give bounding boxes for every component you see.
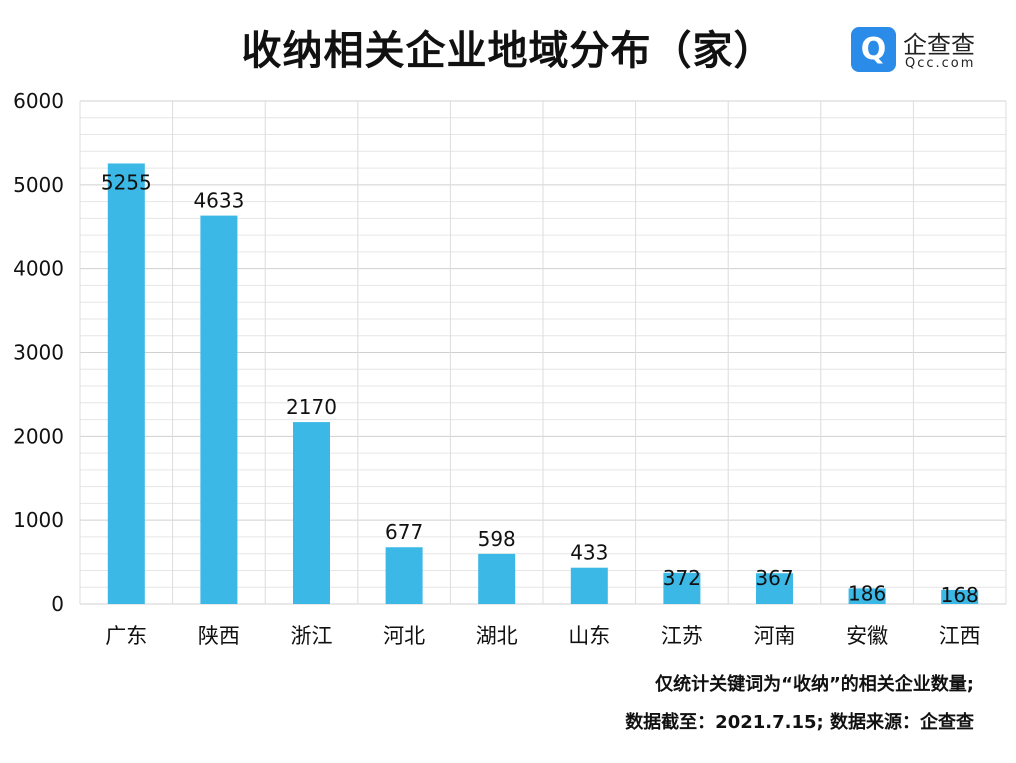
data-label: 186	[848, 581, 886, 605]
bar-江西	[941, 589, 979, 604]
y-tick-label: 3000	[13, 341, 64, 365]
x-tick-label: 江西	[939, 624, 981, 648]
x-tick-label: 湖北	[476, 624, 518, 648]
logo-en: Qcc.com	[905, 56, 976, 71]
bar-陕西	[200, 215, 238, 605]
x-tick-label: 江苏	[661, 624, 703, 648]
x-tick-label: 山东	[568, 624, 610, 648]
data-label: 433	[570, 541, 608, 565]
bar-山东	[570, 567, 608, 604]
x-tick-label: 河南	[754, 624, 796, 648]
y-tick-label: 5000	[13, 173, 64, 197]
y-tick-label: 1000	[13, 508, 64, 532]
data-label: 367	[755, 566, 793, 590]
bar-湖北	[478, 553, 516, 604]
data-label: 5255	[101, 170, 152, 194]
x-tick-label: 陕西	[198, 624, 240, 648]
bar-浙江	[293, 422, 330, 604]
x-tick-label: 河北	[383, 624, 425, 648]
x-tick-label: 广东	[105, 624, 147, 648]
x-tick-label: 安徽	[846, 624, 888, 648]
data-label: 372	[663, 566, 701, 590]
logo-cn: 企查查	[903, 31, 975, 59]
y-tick-label: 2000	[13, 424, 64, 448]
footnote-1: 仅统计关键词为“收纳”的相关企业数量;	[655, 674, 974, 695]
data-label: 598	[478, 527, 516, 551]
x-tick-label: 浙江	[291, 624, 333, 648]
y-tick-label: 4000	[13, 257, 64, 281]
y-tick-label: 0	[51, 592, 64, 616]
bar-安徽	[848, 588, 886, 604]
data-label: 168	[941, 583, 979, 607]
qcc-logo: Q 企查查 Qcc.com	[851, 25, 1001, 75]
qcc-logo-icon: Q	[851, 27, 896, 72]
bar-河北	[385, 547, 423, 604]
footnote-2: 数据截至：2021.7.15; 数据来源：企查查	[625, 712, 974, 733]
data-label: 2170	[286, 395, 337, 419]
data-label: 677	[385, 520, 423, 544]
data-label: 4633	[193, 189, 244, 213]
bar-河南	[756, 573, 793, 604]
chart-title: 收纳相关企业地域分布（家）	[241, 28, 775, 74]
bar-广东	[107, 163, 145, 605]
bar-江苏	[663, 572, 701, 604]
y-tick-label: 6000	[13, 89, 64, 113]
